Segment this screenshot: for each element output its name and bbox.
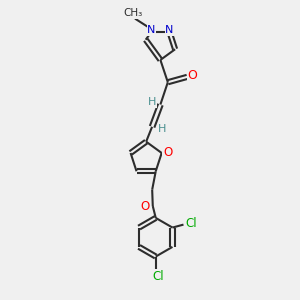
Text: O: O (163, 146, 172, 160)
Text: N: N (147, 26, 155, 35)
Text: Cl: Cl (185, 217, 197, 230)
Text: Cl: Cl (152, 270, 164, 283)
Text: N: N (165, 26, 174, 35)
Text: O: O (188, 70, 197, 83)
Text: CH₃: CH₃ (124, 8, 143, 18)
Text: H: H (148, 97, 156, 107)
Text: O: O (141, 200, 150, 212)
Text: H: H (158, 124, 166, 134)
